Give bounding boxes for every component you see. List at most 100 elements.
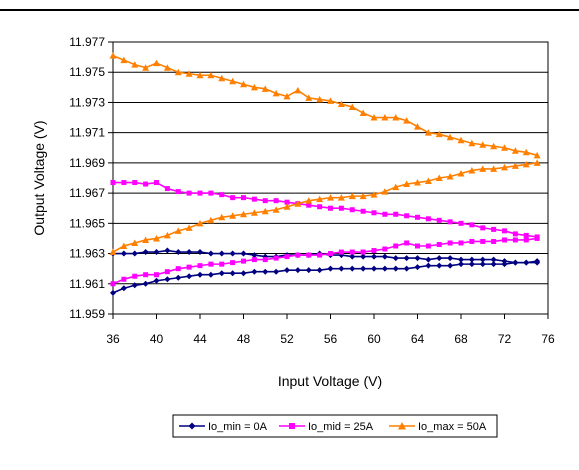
- data-point: [250, 83, 258, 91]
- data-point: [447, 240, 453, 246]
- data-point: [414, 255, 421, 262]
- data-point: [240, 250, 247, 257]
- data-point: [186, 264, 192, 270]
- data-point: [131, 250, 138, 257]
- data-point: [240, 270, 247, 277]
- data-point: [512, 231, 518, 237]
- data-point: [469, 238, 475, 244]
- data-point: [121, 276, 127, 282]
- data-point: [142, 249, 149, 256]
- data-point: [185, 70, 193, 77]
- data-point: [371, 210, 377, 216]
- data-point: [468, 166, 476, 174]
- data-point: [348, 103, 356, 110]
- data-point: [121, 180, 127, 186]
- data-point: [327, 97, 334, 104]
- data-point: [349, 265, 356, 272]
- data-point: [120, 285, 127, 292]
- series-line: [112, 237, 538, 285]
- data-point: [522, 160, 530, 168]
- data-point: [349, 207, 355, 213]
- legend-marker-io-max: [398, 422, 406, 430]
- data-point: [294, 86, 302, 94]
- data-point: [414, 179, 421, 186]
- data-point: [186, 249, 193, 256]
- data-point: [132, 273, 138, 279]
- data-point: [458, 240, 464, 246]
- data-point: [457, 169, 465, 177]
- data-point: [533, 159, 541, 166]
- data-point: [110, 281, 116, 287]
- data-point: [153, 59, 160, 67]
- data-point: [186, 273, 193, 280]
- data-point: [186, 190, 192, 196]
- data-point: [436, 217, 442, 223]
- data-point: [273, 255, 279, 261]
- data-point: [240, 210, 247, 218]
- data-point: [197, 249, 203, 256]
- data-point: [241, 195, 246, 201]
- data-point: [370, 191, 378, 198]
- data-point: [218, 74, 226, 82]
- x-tick-label: 76: [541, 332, 555, 346]
- y-axis-tick-labels: 11.959 11.961 11.963 11.965 11.967 11.969 11.9…: [69, 35, 105, 321]
- data-point: [154, 272, 159, 278]
- data-point: [284, 267, 290, 274]
- data-point: [306, 252, 312, 258]
- data-point: [512, 259, 519, 266]
- data-point: [240, 80, 247, 88]
- data-point: [327, 265, 334, 272]
- data-point: [131, 239, 139, 246]
- data-point: [218, 270, 225, 277]
- legend-marker-io-mid: [289, 423, 295, 429]
- data-point: [208, 190, 214, 196]
- data-point: [490, 165, 498, 172]
- x-tick-label: 68: [454, 332, 468, 346]
- data-point: [480, 238, 486, 244]
- data-point: [479, 141, 487, 148]
- data-point: [457, 136, 465, 144]
- data-point: [218, 250, 225, 257]
- data-point: [338, 249, 344, 255]
- data-point: [424, 177, 432, 185]
- data-point: [522, 148, 530, 156]
- data-point: [371, 253, 377, 260]
- data-point: [511, 147, 519, 154]
- data-point: [435, 130, 443, 138]
- x-tick-label: 44: [193, 332, 207, 346]
- data-point: [403, 255, 410, 262]
- data-point: [230, 195, 236, 201]
- data-point: [534, 259, 541, 266]
- data-point: [207, 271, 214, 278]
- data-point: [479, 165, 487, 172]
- data-point: [337, 100, 345, 107]
- data-point: [501, 144, 508, 151]
- data-point: [512, 237, 518, 243]
- data-point: [294, 200, 302, 207]
- data-point: [415, 243, 420, 249]
- data-point: [490, 142, 498, 150]
- x-tick-label: 72: [498, 332, 512, 346]
- x-tick-label: 60: [367, 332, 381, 346]
- data-point: [153, 234, 160, 242]
- data-point: [261, 207, 269, 215]
- y-tick-label: 11.969: [69, 156, 105, 170]
- data-point: [241, 258, 246, 264]
- data-point: [392, 255, 399, 262]
- data-point: [229, 77, 237, 85]
- data-point: [272, 206, 280, 213]
- y-tick-label: 11.961: [69, 277, 105, 291]
- data-point: [110, 180, 116, 186]
- data-point: [491, 238, 497, 244]
- data-point: [381, 188, 389, 195]
- series-group: [109, 52, 541, 296]
- data-point: [490, 261, 497, 268]
- data-point: [164, 276, 171, 283]
- data-point: [490, 256, 497, 263]
- data-point: [262, 198, 268, 204]
- legend-marker-io-min: [188, 422, 196, 430]
- data-point: [435, 174, 443, 181]
- data-point: [360, 249, 366, 255]
- data-point: [327, 194, 334, 201]
- data-point: [229, 212, 237, 219]
